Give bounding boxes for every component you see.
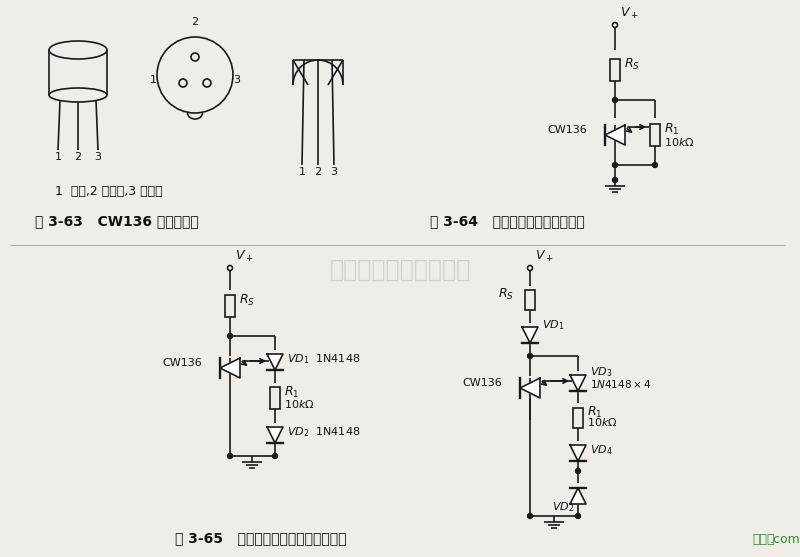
Text: .com: .com (770, 533, 800, 546)
Text: $R_1$: $R_1$ (664, 122, 679, 137)
Text: $VD_4$: $VD_4$ (590, 443, 613, 457)
Text: $VD_2$  1N4148: $VD_2$ 1N4148 (287, 425, 361, 439)
Polygon shape (605, 125, 625, 145)
Text: 2: 2 (74, 152, 82, 162)
Bar (650, 124, 660, 146)
Circle shape (527, 266, 533, 271)
Text: 3: 3 (330, 167, 338, 177)
Circle shape (575, 468, 581, 473)
Circle shape (227, 453, 233, 458)
Polygon shape (570, 445, 586, 461)
Text: 1  调节,2 正电源,3 负电源: 1 调节,2 正电源,3 负电源 (55, 185, 162, 198)
Polygon shape (520, 378, 540, 398)
Text: $10k\Omega$: $10k\Omega$ (587, 416, 618, 428)
Text: 1: 1 (54, 152, 62, 162)
Text: $R_1$: $R_1$ (587, 405, 602, 420)
Text: 接线图: 接线图 (753, 533, 775, 546)
Text: CW136: CW136 (462, 378, 502, 388)
Polygon shape (522, 327, 538, 343)
Polygon shape (267, 427, 283, 443)
Bar (270, 387, 280, 409)
Text: $R_S$: $R_S$ (498, 287, 514, 302)
Text: $1N4148\times 4$: $1N4148\times 4$ (590, 378, 651, 390)
Text: 图 3-63   CW136 的封装形式: 图 3-63 CW136 的封装形式 (35, 214, 198, 228)
Text: $VD_2$: $VD_2$ (552, 500, 574, 514)
Circle shape (613, 178, 618, 183)
Text: CW136: CW136 (547, 125, 586, 135)
Text: $R_S$: $R_S$ (624, 57, 640, 72)
Polygon shape (570, 375, 586, 391)
Text: 2: 2 (314, 167, 322, 177)
Circle shape (613, 163, 618, 168)
Circle shape (613, 22, 618, 27)
Text: $V_+$: $V_+$ (620, 6, 638, 21)
Circle shape (575, 514, 581, 519)
Text: $R_S$: $R_S$ (239, 293, 255, 308)
Bar (573, 408, 583, 428)
Circle shape (613, 97, 618, 102)
Polygon shape (220, 358, 240, 378)
Text: CW136: CW136 (162, 358, 202, 368)
Bar (225, 295, 235, 317)
Text: $10k\Omega$: $10k\Omega$ (284, 398, 314, 410)
Text: $V_+$: $V_+$ (535, 249, 554, 264)
Text: $VD_3$: $VD_3$ (590, 365, 613, 379)
Text: 杭州将睿科技有限公司: 杭州将睿科技有限公司 (330, 258, 470, 282)
Polygon shape (570, 488, 586, 504)
Text: 2: 2 (191, 17, 198, 27)
Text: $VD_1$  1N4148: $VD_1$ 1N4148 (287, 352, 361, 366)
Text: $V_+$: $V_+$ (235, 249, 254, 264)
Text: 3: 3 (234, 75, 241, 85)
Circle shape (527, 514, 533, 519)
Polygon shape (267, 354, 283, 370)
Circle shape (653, 163, 658, 168)
Text: 图 3-65   电位器两端串联二极管的电路: 图 3-65 电位器两端串联二极管的电路 (175, 531, 346, 545)
Text: $R_1$: $R_1$ (284, 385, 299, 400)
Circle shape (527, 354, 533, 359)
Text: 图 3-64   调节反向击穿电压的电路: 图 3-64 调节反向击穿电压的电路 (430, 214, 585, 228)
Bar (525, 290, 535, 310)
Circle shape (227, 266, 233, 271)
Text: 3: 3 (94, 152, 102, 162)
Circle shape (273, 453, 278, 458)
Text: $VD_1$: $VD_1$ (542, 318, 565, 332)
Bar (610, 59, 620, 81)
Circle shape (227, 334, 233, 339)
Text: 1: 1 (150, 75, 157, 85)
Text: $10k\Omega$: $10k\Omega$ (664, 136, 694, 148)
Text: 1: 1 (298, 167, 306, 177)
